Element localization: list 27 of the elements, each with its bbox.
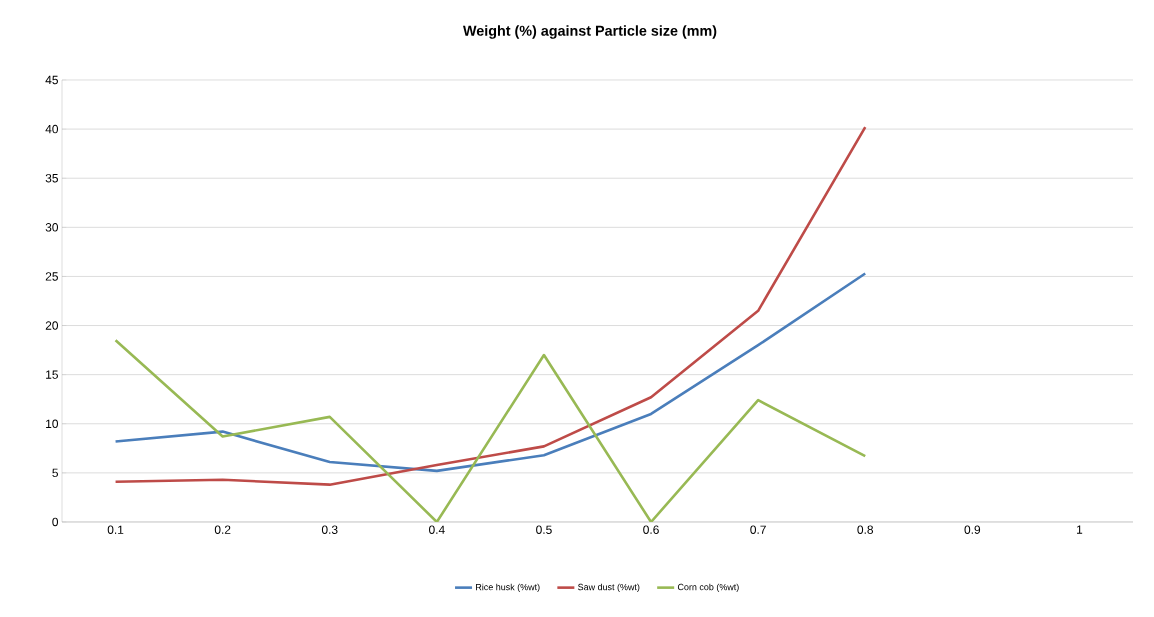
legend-label: Corn cob (%wt) bbox=[677, 583, 739, 592]
y-tick-label: 0 bbox=[52, 517, 59, 527]
x-tick-label: 0.6 bbox=[643, 525, 659, 534]
y-tick-label: 35 bbox=[45, 173, 58, 183]
y-tick-label: 30 bbox=[45, 223, 59, 232]
x-tick-label: 0.3 bbox=[321, 525, 338, 534]
y-tick-label: 45 bbox=[45, 75, 58, 85]
x-tick-label: 0.7 bbox=[750, 525, 766, 534]
line-series bbox=[114, 125, 867, 486]
legend-label: Saw dust (%wt) bbox=[578, 583, 640, 592]
line-series bbox=[114, 272, 867, 473]
x-tick-label: 0.4 bbox=[429, 525, 445, 534]
y-tick-label: 25 bbox=[45, 272, 58, 281]
x-tick-label: 0.8 bbox=[857, 525, 874, 534]
y-tick-label: 20 bbox=[45, 321, 59, 330]
y-tick-label: 15 bbox=[46, 370, 58, 379]
y-tick-label: 10 bbox=[46, 419, 59, 428]
chart-title: Weight (%) against Particle size (mm) bbox=[463, 25, 717, 39]
x-tick-label: 1 bbox=[1077, 525, 1083, 534]
x-tick-label: 0.5 bbox=[536, 525, 552, 534]
y-tick-label: 40 bbox=[45, 124, 59, 134]
x-tick-label: 0.2 bbox=[214, 525, 231, 534]
x-tick-label: 0.1 bbox=[107, 525, 124, 534]
legend-label: Rice husk (%wt) bbox=[476, 583, 540, 592]
line-series bbox=[114, 338, 867, 522]
x-tick-label: 0.9 bbox=[964, 525, 981, 534]
y-tick-label: 5 bbox=[52, 468, 58, 478]
